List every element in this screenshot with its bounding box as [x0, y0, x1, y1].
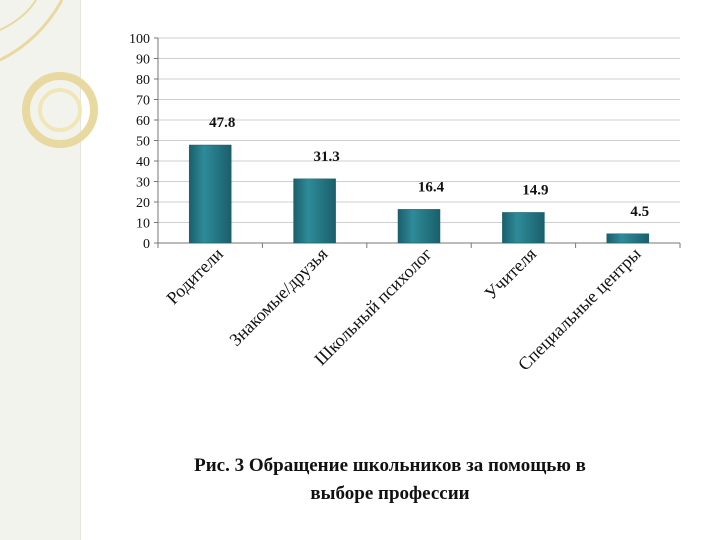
y-tick-label: 10 [136, 217, 150, 232]
category-label: Школьный психолог [310, 244, 436, 370]
y-axis: 0 10 20 30 40 50 60 70 80 90 100 [129, 32, 159, 252]
category-label: Знакомые/друзья [225, 244, 331, 350]
y-tick-label: 0 [143, 237, 150, 252]
y-tick-label: 30 [136, 176, 150, 191]
value-labels: 47.8 31.3 16.4 14.9 4.5 [209, 115, 649, 220]
y-tick-label: 60 [136, 114, 150, 129]
value-label: 16.4 [418, 179, 445, 195]
bar [397, 209, 441, 244]
category-label: Учителя [480, 244, 540, 304]
value-label: 47.8 [209, 115, 235, 131]
ornament-circle [38, 88, 82, 132]
value-label: 31.3 [313, 149, 339, 165]
ornament-arc [0, 0, 37, 31]
y-tick-label: 70 [136, 94, 150, 109]
y-tick-label: 80 [136, 73, 150, 88]
ornament-arc [0, 0, 64, 62]
y-tick-label: 50 [136, 135, 150, 150]
category-label: Родители [162, 243, 227, 308]
figure-caption: Рис. 3 Обращение школьников за помощью в… [110, 452, 670, 508]
caption-line-2: выборе профессии [310, 483, 470, 504]
bar [188, 144, 232, 244]
bars [188, 144, 650, 244]
caption-line-1: Рис. 3 Обращение школьников за помощью в [194, 455, 586, 476]
bar [606, 233, 650, 244]
y-tick-label: 20 [136, 196, 150, 211]
y-tick-label: 100 [129, 32, 150, 47]
value-label: 14.9 [522, 182, 548, 198]
ornament-circle [22, 72, 98, 148]
decorative-ornament [0, 0, 98, 148]
value-label: 4.5 [630, 204, 649, 220]
y-tick-label: 40 [136, 155, 150, 170]
bar [293, 178, 336, 244]
gridlines [158, 37, 680, 244]
bar [502, 212, 545, 244]
y-tick-label: 90 [136, 53, 150, 68]
